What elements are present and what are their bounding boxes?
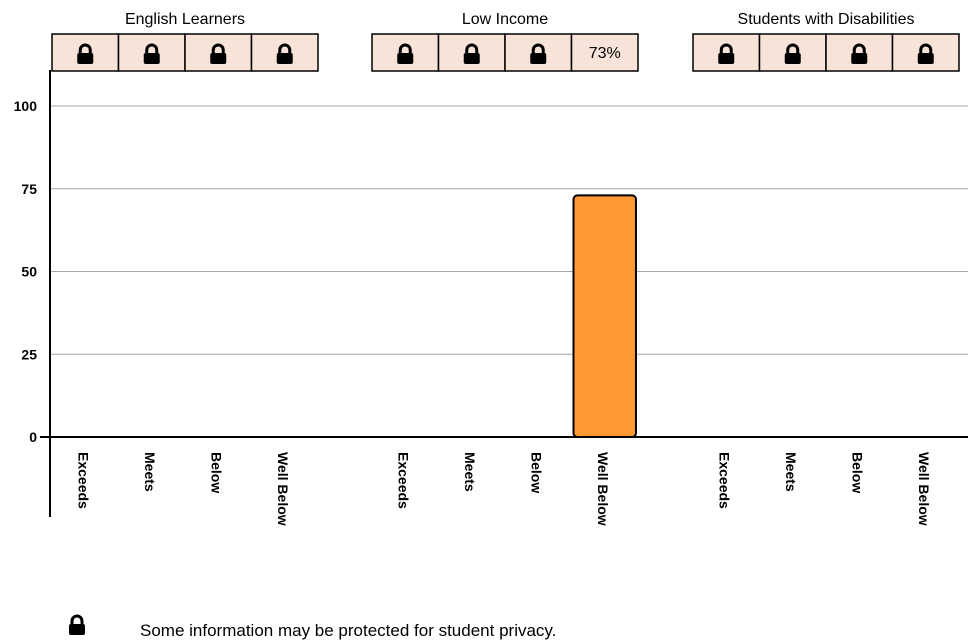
lock-icon [77,43,94,64]
y-tick-label: 75 [21,181,37,197]
x-tick-label: Exceeds [716,452,732,509]
x-tick-label: Meets [142,452,158,492]
group-title: English Learners [125,11,245,28]
value-cell [758,33,827,72]
value-cell [504,33,573,72]
value-cell [250,33,319,72]
bar [572,194,637,438]
lock-icon [397,43,414,64]
lock-icon [784,43,801,64]
lock-icon [210,43,227,64]
lock-icon [143,43,160,64]
lock-icon [851,43,868,64]
value-cell-label: 73% [589,45,621,62]
value-cell [570,33,639,72]
lock-icon [276,43,293,64]
y-tick-label: 25 [21,346,37,362]
lock-icon [718,43,735,64]
privacy-footnote: Some information may be protected for st… [140,621,557,640]
value-cell [825,33,894,72]
x-tick-label: Below [849,452,865,493]
x-tick-label: Exceeds [75,452,91,509]
lock-icon [530,43,547,64]
x-tick-label: Well Below [595,452,611,526]
x-tick-label: Below [208,452,224,493]
value-cell [692,33,761,72]
x-tick-label: Meets [462,452,478,492]
y-tick-label: 0 [29,429,37,445]
x-tick-label: Meets [783,452,799,492]
lock-icon [917,43,934,64]
x-tick-label: Exceeds [395,452,411,509]
value-cell [891,33,960,72]
group-title: Low Income [462,11,548,28]
group-title: Students with Disabilities [738,11,915,28]
lock-icon [69,614,85,635]
value-cell [51,33,120,72]
value-cell [184,33,253,72]
x-tick-label: Below [528,452,544,493]
lock-icon [463,43,480,64]
x-tick-label: Well Below [275,452,291,526]
value-cell [371,33,440,72]
value-cell [437,33,506,72]
x-tick-label: Well Below [916,452,932,526]
y-tick-label: 100 [14,98,38,114]
value-cell [117,33,186,72]
y-tick-label: 50 [21,264,37,280]
